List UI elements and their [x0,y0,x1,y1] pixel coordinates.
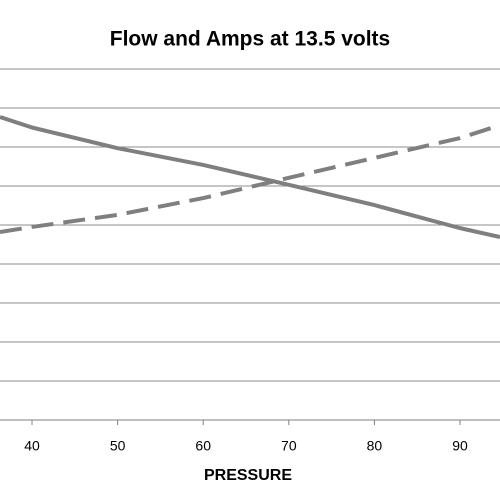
x-axis-label: PRESSURE [204,467,292,484]
x-tick-label: 80 [367,438,383,454]
x-tick-label: 60 [195,438,211,454]
x-tick-label: 50 [110,438,126,454]
line [0,115,500,240]
x-tick-label: 70 [281,438,297,454]
x-tick-label: 40 [24,438,40,454]
chart-title: Flow and Amps at 13.5 volts [110,28,390,51]
x-tick-label: 90 [452,438,468,454]
line [0,123,500,234]
